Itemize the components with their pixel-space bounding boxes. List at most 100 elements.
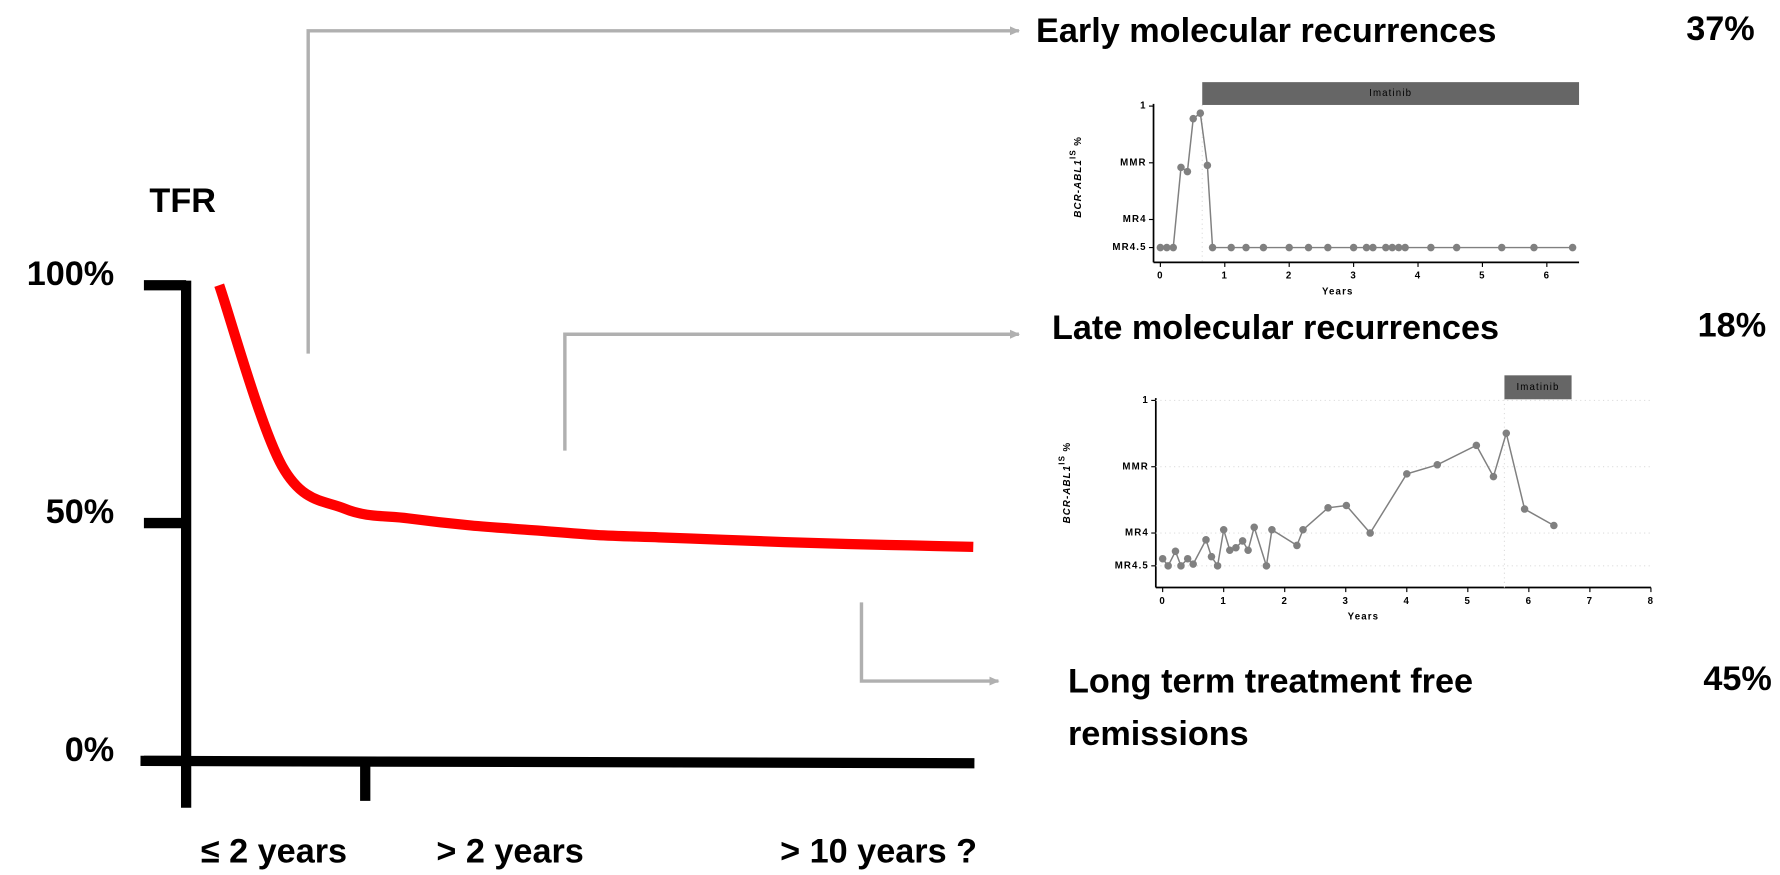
outcome-label: Long term treatment free remissions bbox=[1067, 662, 1474, 753]
x-tick-label: 8 bbox=[1648, 596, 1655, 607]
data-point bbox=[1433, 461, 1442, 469]
y-axis-title-unit: % bbox=[1073, 136, 1084, 146]
outcome-label: Late molecular recurrences bbox=[1051, 309, 1500, 347]
data-point bbox=[1202, 536, 1210, 544]
data-point bbox=[1262, 562, 1271, 570]
y-tick-label: 1 bbox=[1142, 395, 1149, 406]
x-tick-label: 0 bbox=[1159, 596, 1166, 607]
data-point bbox=[1497, 243, 1506, 252]
y-axis-title: BCR-ABL1IS% bbox=[1057, 442, 1072, 524]
treatment-band bbox=[1202, 82, 1580, 105]
outcome-value: 45% bbox=[1703, 660, 1772, 698]
y-axis-title-gene: BCR-ABL1 bbox=[1061, 465, 1072, 524]
outcome-box: Long term treatment free remissions bbox=[1067, 662, 1474, 753]
y-tick-label: 1 bbox=[1140, 101, 1147, 112]
x-axis-title: Years bbox=[1348, 612, 1380, 623]
data-point bbox=[1369, 243, 1377, 252]
outcome-value: 37% bbox=[1686, 10, 1755, 48]
data-point bbox=[1177, 163, 1185, 172]
data-point bbox=[1472, 441, 1481, 450]
data-point bbox=[1388, 243, 1397, 252]
x-tick-label: 6 bbox=[1544, 271, 1551, 282]
data-point bbox=[1304, 243, 1313, 252]
data-point bbox=[1530, 243, 1538, 252]
y-axis-title: TFR bbox=[149, 182, 216, 220]
treatment-label: Imatinib bbox=[1516, 382, 1559, 393]
data-point bbox=[1203, 161, 1212, 170]
series-line bbox=[1160, 111, 1573, 249]
y-tick-label: MR4 bbox=[1123, 214, 1147, 225]
data-point bbox=[1196, 109, 1205, 117]
data-point bbox=[1349, 243, 1358, 252]
y-axis-title: BCR-ABL1IS% bbox=[1069, 136, 1084, 218]
data-point bbox=[1227, 243, 1235, 252]
x-tick-label: 1 bbox=[1222, 271, 1229, 282]
data-point bbox=[1207, 552, 1216, 561]
data-point bbox=[1164, 562, 1172, 570]
y-axis-title-superscript: IS bbox=[1057, 455, 1066, 465]
data-point bbox=[1268, 526, 1276, 534]
data-point bbox=[1213, 562, 1222, 570]
data-point bbox=[1452, 243, 1461, 252]
data-point bbox=[1208, 243, 1217, 252]
data-point bbox=[1169, 243, 1178, 252]
data-point bbox=[1244, 546, 1252, 555]
y-tick-label: 0% bbox=[65, 731, 114, 769]
y-axis-title-superscript: IS bbox=[1069, 149, 1078, 159]
data-point bbox=[1324, 504, 1332, 512]
x-tick-label: 5 bbox=[1465, 596, 1472, 607]
data-point bbox=[1242, 243, 1250, 252]
x-category-label: > 10 years ? bbox=[780, 832, 977, 870]
tfr-curve bbox=[214, 283, 974, 552]
data-point bbox=[1285, 243, 1293, 252]
data-point bbox=[1550, 521, 1558, 530]
series-line bbox=[1162, 430, 1555, 568]
x-tick-label: 7 bbox=[1587, 596, 1594, 607]
data-point bbox=[1299, 526, 1307, 534]
data-point bbox=[1293, 541, 1301, 550]
x-tick-label: 6 bbox=[1526, 596, 1533, 607]
data-point bbox=[1177, 562, 1185, 570]
y-tick-label: 50% bbox=[46, 493, 115, 531]
x-tick-label: 3 bbox=[1342, 596, 1349, 607]
data-point bbox=[1156, 243, 1165, 252]
data-point bbox=[1382, 243, 1390, 252]
data-point bbox=[1250, 523, 1258, 532]
y-tick-label: MR4 bbox=[1125, 528, 1149, 539]
x-axis bbox=[140, 755, 975, 769]
data-point bbox=[1568, 243, 1577, 252]
data-point bbox=[1226, 546, 1234, 555]
x-tick-label: 0 bbox=[1157, 271, 1164, 282]
x-tick-label: 3 bbox=[1350, 271, 1357, 282]
data-point bbox=[1362, 243, 1371, 252]
treatment-band bbox=[1504, 375, 1572, 400]
data-point bbox=[1232, 543, 1240, 552]
x-tick-label: 4 bbox=[1415, 271, 1422, 282]
data-point bbox=[1183, 167, 1192, 176]
data-point bbox=[1183, 554, 1192, 563]
data-point bbox=[1189, 114, 1197, 123]
data-point bbox=[1366, 529, 1374, 537]
x-axis-title: Years bbox=[1322, 287, 1354, 298]
data-point bbox=[1163, 243, 1171, 252]
x-category-label: > 2 years bbox=[436, 832, 583, 870]
data-point bbox=[1502, 429, 1511, 437]
data-point bbox=[1342, 501, 1351, 510]
data-point bbox=[1403, 470, 1411, 478]
data-point bbox=[1238, 537, 1247, 545]
data-point bbox=[1171, 547, 1180, 556]
y-tick-label: 100% bbox=[27, 255, 115, 293]
outcome-label: Early molecular recurrences bbox=[1036, 12, 1497, 51]
data-point bbox=[1219, 526, 1228, 534]
connector bbox=[306, 26, 1021, 354]
x-tick-label: 5 bbox=[1479, 271, 1486, 282]
y-tick-label: MMR bbox=[1120, 157, 1147, 168]
y-tick-label: MR4.5 bbox=[1115, 560, 1149, 571]
y-tick-label: MR4.5 bbox=[1112, 242, 1146, 253]
treatment-label: Imatinib bbox=[1369, 88, 1412, 99]
data-point bbox=[1259, 243, 1268, 252]
data-point bbox=[1489, 472, 1498, 481]
x-tick-label: 2 bbox=[1286, 271, 1293, 282]
outcome-box: Late molecular recurrences bbox=[1051, 309, 1500, 347]
data-point bbox=[1189, 560, 1197, 568]
